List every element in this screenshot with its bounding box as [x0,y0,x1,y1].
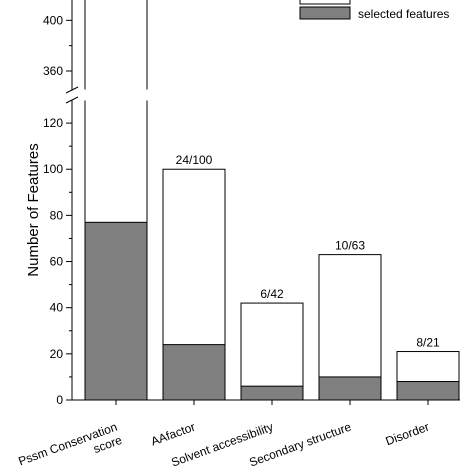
y-tick-label: 360 [43,64,63,78]
bar-label: 8/21 [416,336,440,350]
axis-break-mark [65,96,79,104]
bar-total [240,302,304,401]
y-tick-label: 80 [50,208,64,222]
category-label-line: AAfactor [149,420,197,449]
y-tick-label: 120 [43,116,63,130]
bar-selected [318,376,382,401]
bar-break-gap [84,89,148,101]
y-tick-label: 400 [43,13,63,27]
category-label: AAfactor [149,420,197,449]
bar-selected [162,344,226,401]
y-tick-label: 100 [43,162,63,176]
bars [84,0,460,401]
bar-label: 6/42 [260,287,284,301]
bar-label: 24/100 [176,153,213,167]
y-tick-label: 20 [50,347,64,361]
y-tick-label: 0 [56,393,63,407]
category-label: Pssm Conservationscore [16,420,124,474]
bar-selected [240,385,304,401]
bar-total-upper [84,0,148,91]
category-label: Disorder [384,420,431,449]
y-axis-label: Number of Features [25,143,42,276]
y-tick-label: 40 [50,301,64,315]
legend-swatch-selected [299,6,351,20]
legend-label-selected: selected features [358,7,449,21]
bar-selected [84,221,148,401]
axis-break-mark [65,86,79,94]
y-tick-label: 60 [50,255,64,269]
legend: selected features [299,0,449,21]
bar-label: 10/63 [335,239,365,253]
bar-total [318,254,382,401]
legend-swatch-total [299,0,351,5]
category-label-line: Disorder [384,420,431,449]
bar-selected [396,381,460,401]
